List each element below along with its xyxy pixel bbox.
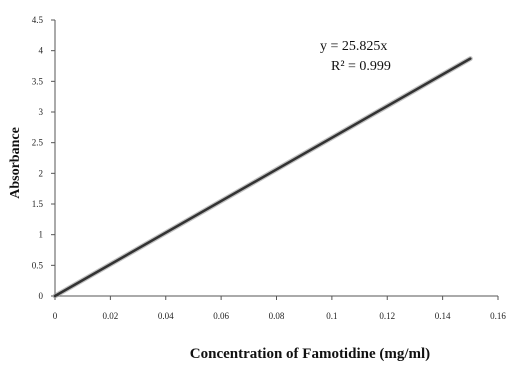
- x-tick-label: 0: [53, 311, 58, 321]
- y-axis-title: Absorbance: [8, 127, 23, 199]
- y-tick-label: 4.5: [32, 15, 44, 25]
- x-tick-label: 0.1: [326, 311, 337, 321]
- y-tick-label: 0: [39, 291, 44, 301]
- y-tick-label: 4: [39, 46, 44, 56]
- x-tick-label: 0.12: [379, 311, 395, 321]
- y-tick-label: 2.5: [32, 138, 44, 148]
- y-tick-label: 1: [39, 230, 44, 240]
- trendline-equation: y = 25.825x: [320, 39, 387, 54]
- x-tick-label: 0.08: [269, 311, 285, 321]
- x-tick-label: 0.16: [490, 311, 506, 321]
- y-tick-label: 1.5: [32, 199, 44, 209]
- x-tick-label: 0.14: [435, 311, 451, 321]
- y-tick-label: 3: [39, 107, 44, 117]
- plot-area: 0 0.5 1 1.5 2 2.5 3 3.5 4 4.5 0 0.02 0.04 0.06 0.08 0.…: [32, 15, 507, 321]
- r-squared-label: R² = 0.999: [331, 59, 391, 74]
- x-axis-title: Concentration of Famotidine (mg/ml): [190, 346, 430, 362]
- y-tick-group: 0 0.5 1 1.5 2 2.5 3 3.5 4 4.5: [32, 15, 55, 301]
- x-tick-group: 0 0.02 0.04 0.06 0.08 0.1 0.12 0.14 0.16: [53, 296, 506, 321]
- y-tick-label: 0.5: [32, 260, 44, 270]
- y-tick-label: 2: [39, 168, 44, 178]
- y-tick-label: 3.5: [32, 76, 44, 86]
- x-tick-label: 0.06: [213, 311, 229, 321]
- x-tick-label: 0.02: [103, 311, 119, 321]
- x-tick-label: 0.04: [158, 311, 174, 321]
- series-layer: [52, 56, 473, 299]
- series-line: [53, 57, 472, 298]
